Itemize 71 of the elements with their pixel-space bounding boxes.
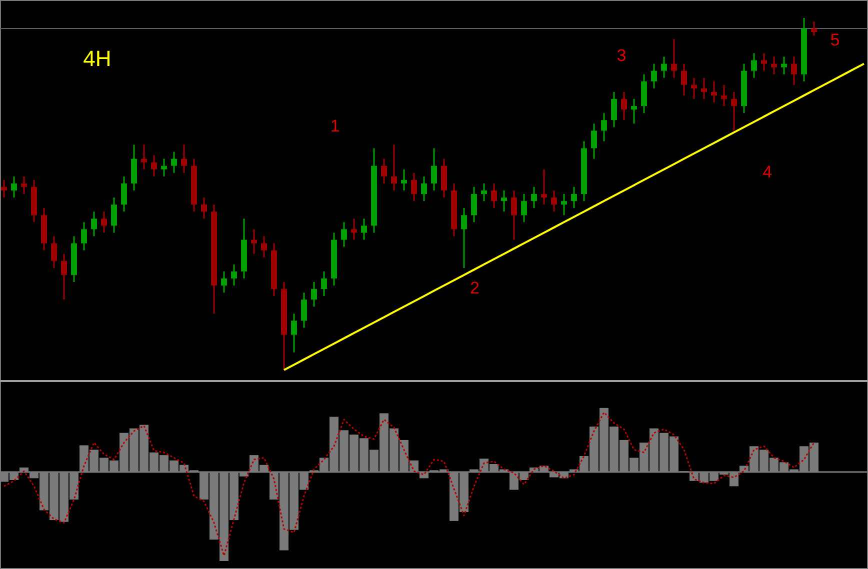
annotation: 1 — [330, 116, 340, 136]
candlestick — [151, 154, 157, 178]
candlestick — [811, 20, 817, 36]
candlestick — [21, 176, 27, 195]
candlestick — [471, 186, 477, 223]
candlestick — [611, 91, 617, 128]
candlestick — [201, 196, 207, 220]
candlestick — [381, 158, 387, 184]
candlestick — [791, 56, 797, 86]
annotation: 5 — [830, 30, 840, 50]
candlestick — [51, 235, 57, 269]
candlestick — [421, 176, 427, 202]
candlestick — [691, 77, 697, 100]
candlestick — [91, 210, 97, 237]
candlestick — [391, 144, 397, 192]
annotation: 4 — [762, 162, 772, 182]
candlestick — [711, 80, 717, 104]
candlestick — [251, 228, 257, 255]
candlestick — [111, 196, 117, 234]
candlestick — [411, 172, 417, 202]
candlestick — [401, 168, 407, 192]
candlestick — [631, 98, 637, 124]
candlestick — [341, 221, 347, 248]
candlestick — [681, 63, 687, 96]
candlestick — [161, 158, 167, 178]
candlestick — [261, 235, 267, 258]
candlestick — [731, 91, 737, 132]
candlestick — [221, 270, 227, 294]
candlestick — [351, 218, 357, 241]
candlestick — [431, 147, 437, 192]
candlestick — [461, 207, 467, 269]
candlestick — [551, 190, 557, 212]
candlestick — [521, 193, 527, 223]
candlestick — [301, 292, 307, 329]
candlestick — [531, 186, 537, 209]
candlestick — [291, 312, 297, 354]
candlestick — [81, 221, 87, 252]
candlestick — [721, 84, 727, 107]
candlestick — [771, 56, 777, 76]
candlestick — [541, 168, 547, 206]
candlestick — [501, 190, 507, 212]
candlestick — [491, 182, 497, 209]
candlestick — [761, 52, 767, 72]
candlestick — [511, 190, 517, 241]
annotation: 3 — [616, 46, 626, 66]
candlestick — [11, 176, 17, 198]
candlestick — [561, 193, 567, 216]
candlestick — [571, 186, 577, 209]
annotation: 4H — [83, 46, 112, 72]
candlestick — [121, 176, 127, 212]
annotation: 2 — [470, 278, 480, 298]
candlestick — [781, 56, 787, 76]
candlestick — [361, 218, 367, 241]
candlestick — [141, 144, 147, 170]
candlestick — [481, 182, 487, 202]
candlestick — [1, 179, 7, 198]
candlestick — [321, 270, 327, 297]
candlestick — [601, 112, 607, 142]
candlestick — [661, 56, 667, 79]
candlestick — [621, 91, 627, 121]
candlestick — [591, 122, 597, 160]
candlestick — [701, 77, 707, 100]
candlestick — [171, 151, 177, 174]
candlestick — [181, 144, 187, 174]
candlestick — [751, 52, 757, 79]
candlestick — [231, 264, 237, 286]
candlestick — [61, 253, 67, 300]
candlestick — [101, 210, 107, 234]
candlestick — [671, 38, 677, 79]
candlestick — [651, 63, 657, 90]
candlestick — [311, 281, 317, 308]
